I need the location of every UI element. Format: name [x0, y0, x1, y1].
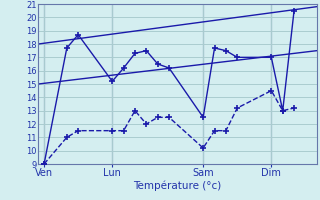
X-axis label: Température (°c): Température (°c): [133, 181, 222, 191]
